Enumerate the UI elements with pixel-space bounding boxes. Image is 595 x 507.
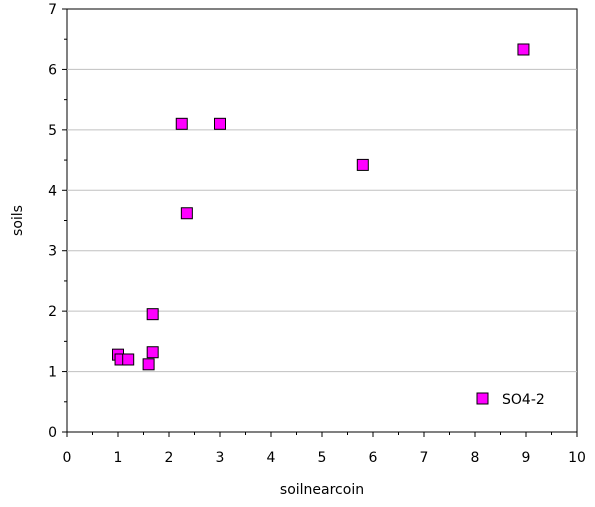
x-tick-label: 1: [114, 450, 123, 466]
data-points: [112, 43, 530, 371]
x-axis-title: soilnearcoin: [280, 482, 364, 498]
y-axis-title: soils: [10, 205, 26, 236]
x-tick-label: 0: [63, 450, 72, 466]
x-tick-label: 5: [318, 450, 327, 466]
data-point: [214, 117, 226, 130]
x-tick-label: 10: [568, 450, 586, 466]
x-tick-label: 7: [420, 450, 429, 466]
data-point: [142, 358, 155, 371]
data-point: [122, 353, 135, 366]
y-tick-label: 7: [48, 2, 57, 18]
legend-marker-so4-2: [476, 392, 489, 405]
data-point: [180, 207, 193, 220]
data-point: [356, 158, 369, 171]
y-tick-label: 0: [48, 425, 57, 441]
x-tick-label: 4: [267, 450, 276, 466]
legend: SO4-2: [476, 392, 545, 408]
x-tick-label: 2: [165, 450, 174, 466]
y-tick-label: 5: [48, 123, 57, 139]
data-point: [175, 117, 188, 130]
data-point: [146, 308, 159, 321]
data-point: [146, 346, 159, 359]
y-tick-label: 6: [48, 62, 57, 78]
x-tick-label: 3: [216, 450, 225, 466]
x-tick-label: 6: [369, 450, 378, 466]
y-tick-label: 3: [48, 244, 57, 260]
y-axis-ticks: 0 1 2 3 4 5 6 7: [48, 2, 67, 441]
y-tick-label: 2: [48, 304, 57, 320]
data-point: [517, 43, 530, 56]
y-tick-label: 1: [48, 365, 57, 381]
y-tick-label: 4: [48, 183, 57, 199]
x-tick-label: 8: [471, 450, 480, 466]
x-tick-label: 9: [522, 450, 531, 466]
x-axis-ticks: 0 1 2 3 4 5 6 7 8 9 10: [63, 432, 586, 466]
legend-label-so4-2: SO4-2: [502, 392, 545, 408]
